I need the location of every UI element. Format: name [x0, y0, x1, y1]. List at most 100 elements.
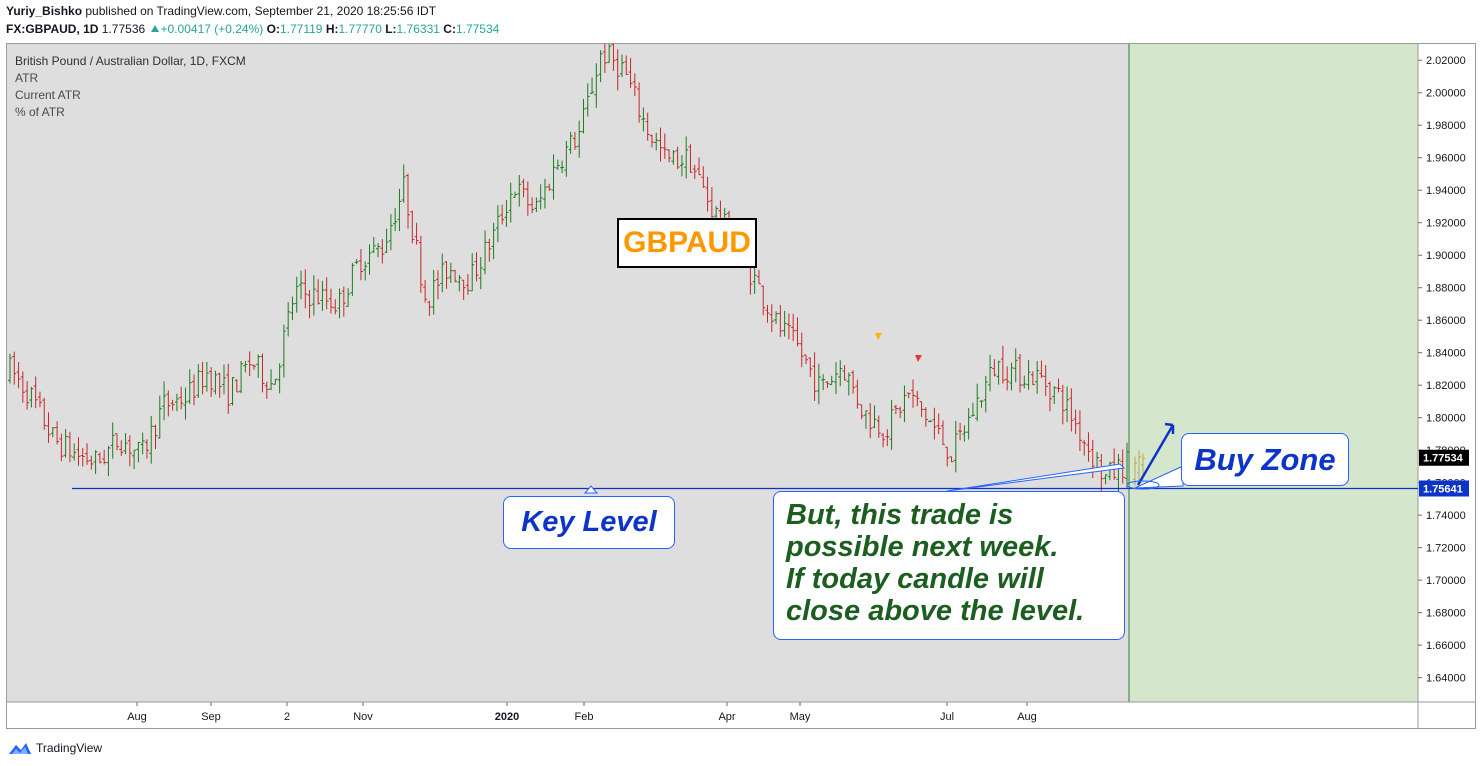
legend-indicator[interactable]: Current ATR — [15, 88, 81, 102]
publish-text: published on TradingView.com, September … — [85, 4, 437, 18]
ohlc-bar-mark — [808, 357, 813, 378]
time-axis[interactable]: Aug Sep 2 Nov 2020 Feb Apr May Jul Aug — [127, 702, 1037, 723]
ohlc-bar-mark — [508, 182, 513, 223]
last-price-label: 1.77534 — [1419, 449, 1469, 466]
ohlc-bar-mark — [277, 363, 282, 394]
price-tick-label: 1.92000 — [1426, 218, 1466, 230]
ohlc-bar-mark — [697, 157, 702, 176]
ohlc-bar-mark — [397, 188, 402, 232]
ohlc-bar-mark — [538, 184, 543, 210]
ohlc-bar-mark — [671, 150, 676, 165]
tradingview-brand[interactable]: TradingView — [8, 739, 102, 757]
ohlc-bar-mark — [1065, 386, 1070, 423]
price-tick-label: 1.80000 — [1426, 413, 1466, 425]
price-axis[interactable]: 2.02000 2.00000 1.98000 1.96000 1.94000 1.920… — [1418, 55, 1466, 685]
ohlc-bar-mark — [444, 261, 449, 289]
legend-indicator[interactable]: % of ATR — [15, 105, 65, 119]
ohlc-bar-mark — [119, 440, 124, 456]
ohlc-bar-mark — [1056, 378, 1061, 393]
ohlc-bar-mark — [431, 270, 436, 315]
ohlc-bar-mark — [37, 391, 42, 408]
ohlc-bar-mark — [140, 432, 145, 455]
legend-indicator[interactable]: ATR — [15, 71, 39, 85]
note-line: close above the level. — [786, 595, 1085, 627]
ohlc-bar-mark — [264, 381, 269, 399]
svg-text:1.75641: 1.75641 — [1423, 483, 1463, 495]
ohlc-bar-mark — [1116, 453, 1121, 494]
ohlc-bar-mark — [461, 279, 466, 300]
author-name[interactable]: Yuriy_Bishko — [6, 4, 83, 18]
price-chart[interactable]: 2.02000 2.00000 1.98000 1.96000 1.94000 1.920… — [7, 44, 1475, 728]
ohlc-bar-mark — [833, 362, 838, 395]
ohlc-bar-mark — [273, 378, 278, 385]
buy-zone-arrow — [1136, 422, 1175, 486]
ohlc-bar-mark — [1013, 348, 1018, 383]
ohlc-bar-mark — [380, 239, 385, 264]
ohlc-bar-mark — [127, 435, 132, 467]
ohlc-bar-mark — [76, 437, 81, 466]
ohlc-bar-mark — [8, 353, 12, 384]
price-tick-label: 1.88000 — [1426, 283, 1466, 295]
ohlc-bar-mark — [816, 363, 821, 405]
price-tick-label: 2.02000 — [1426, 55, 1466, 67]
ohlc-bar-mark — [684, 136, 689, 179]
ohlc-bar-mark — [414, 222, 419, 245]
ohlc-bar-mark — [641, 107, 646, 132]
ohlc-bar-mark — [679, 154, 684, 177]
ohlc-bar-mark — [517, 175, 522, 207]
ohlc-bar-mark — [418, 235, 423, 293]
high-value: 1.77770 — [338, 22, 382, 36]
ohlc-bar-mark — [495, 205, 500, 243]
note-callout[interactable]: But, this trade is possible next week. I… — [773, 491, 1125, 640]
ohlc-bar-mark — [465, 274, 470, 295]
ohlc-bar: FX:GBPAUD, 1D 1.77536 +0.00417 (+0.24%) … — [6, 21, 499, 37]
ohlc-bar-mark — [376, 243, 381, 258]
time-tick-label: Feb — [575, 711, 594, 723]
ohlc-bar-mark — [457, 274, 462, 292]
ohlc-bar-mark — [149, 416, 154, 464]
buy-zone-callout[interactable]: Buy Zone — [1181, 433, 1349, 486]
ohlc-bar-mark — [756, 269, 761, 285]
ohlc-bar-mark — [260, 353, 265, 393]
ohlc-bar-mark — [1086, 432, 1091, 462]
legend-symbol[interactable]: British Pound / Australian Dollar, 1D, F… — [15, 54, 246, 68]
ohlc-bar-mark — [328, 288, 333, 314]
price-tick-label: 1.94000 — [1426, 185, 1466, 197]
ohlc-bar-mark — [851, 370, 856, 394]
ohlc-bar-mark — [20, 371, 25, 403]
note-line: possible next week. — [786, 531, 1059, 563]
ohlc-bar-mark — [872, 405, 877, 428]
ohlc-bar-mark — [945, 446, 950, 467]
ohlc-bar-mark — [55, 421, 60, 445]
ohlc-bar-mark — [350, 262, 355, 296]
ohlc-bar-mark — [521, 178, 526, 198]
ohlc-bar-mark — [85, 443, 90, 465]
ohlc-bar-mark — [483, 230, 488, 275]
ohlc-bar-mark — [547, 183, 552, 191]
key-level-callout[interactable]: Key Level — [503, 496, 675, 549]
open-label: O: — [266, 22, 280, 36]
ohlc-bar-mark — [821, 374, 826, 391]
svg-text:1.77534: 1.77534 — [1423, 453, 1464, 465]
ohlc-bar-mark — [542, 178, 547, 209]
ohlc-bar-mark — [440, 253, 445, 293]
ohlc-bar-mark — [585, 83, 590, 117]
symbol-title-box[interactable]: GBPAUD — [617, 218, 757, 268]
ohlc-bar-mark — [427, 300, 432, 317]
time-tick-label: Nov — [353, 711, 373, 723]
ohlc-bar-mark — [251, 364, 256, 370]
ohlc-bar-mark — [500, 204, 505, 225]
ohlc-bar-mark — [829, 375, 834, 386]
ohlc-bar-mark — [1103, 474, 1108, 485]
ohlc-bar-mark — [765, 304, 770, 323]
ohlc-bar-mark — [16, 361, 21, 389]
ohlc-bar-mark — [769, 304, 774, 333]
ohlc-bar-mark — [551, 154, 556, 200]
ohlc-bar-mark — [226, 363, 231, 414]
ohlc-bar-mark — [568, 131, 573, 154]
ohlc-bar-mark — [932, 407, 937, 440]
low-value: 1.76331 — [396, 22, 440, 36]
ohlc-bar-mark — [513, 191, 518, 198]
ohlc-bar-mark — [221, 364, 226, 395]
ohlc-bar-mark — [607, 44, 612, 63]
